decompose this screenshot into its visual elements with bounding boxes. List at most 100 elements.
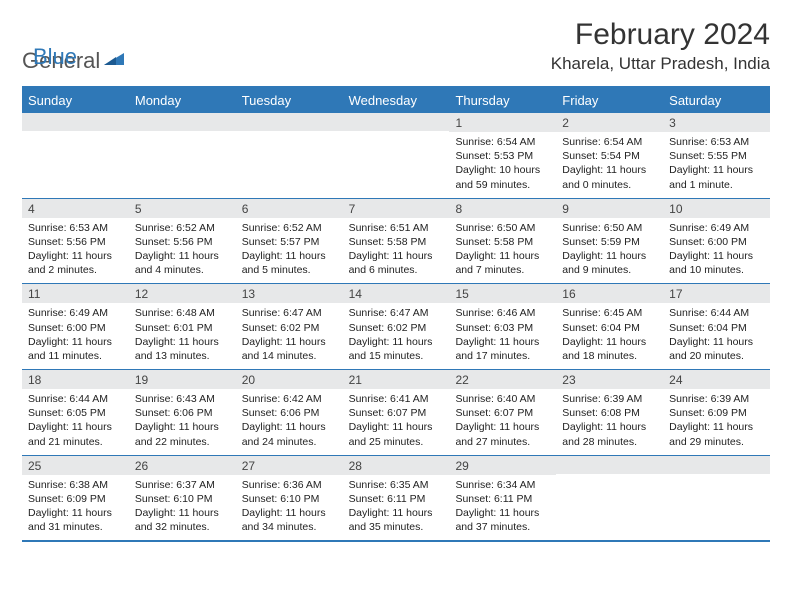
day-body: Sunrise: 6:45 AMSunset: 6:04 PMDaylight:…: [556, 303, 663, 369]
day-body: Sunrise: 6:54 AMSunset: 5:53 PMDaylight:…: [449, 132, 556, 198]
day-line: Sunset: 5:56 PM: [135, 235, 230, 249]
day-line: and 28 minutes.: [562, 435, 657, 449]
day-number: 17: [663, 284, 770, 303]
day-number: 1: [449, 113, 556, 132]
header: General February 2024 Kharela, Uttar Pra…: [22, 18, 770, 74]
day-line: Sunrise: 6:54 AM: [455, 135, 550, 149]
day-body: [556, 474, 663, 483]
logo-text-blue: Blue: [33, 44, 77, 69]
day-line: and 34 minutes.: [242, 520, 337, 534]
weekday-thursday: Thursday: [449, 88, 556, 113]
calendar-day: 15Sunrise: 6:46 AMSunset: 6:03 PMDayligh…: [449, 284, 556, 369]
day-body: [22, 131, 129, 140]
calendar-day: 7Sunrise: 6:51 AMSunset: 5:58 PMDaylight…: [343, 199, 450, 284]
day-line: Sunset: 6:06 PM: [135, 406, 230, 420]
day-body: Sunrise: 6:36 AMSunset: 6:10 PMDaylight:…: [236, 475, 343, 541]
calendar-day: 9Sunrise: 6:50 AMSunset: 5:59 PMDaylight…: [556, 199, 663, 284]
day-line: Sunrise: 6:47 AM: [242, 306, 337, 320]
day-line: Daylight: 11 hours: [242, 249, 337, 263]
day-line: Daylight: 11 hours: [349, 335, 444, 349]
calendar-day: 29Sunrise: 6:34 AMSunset: 6:11 PMDayligh…: [449, 456, 556, 541]
flag-icon: [104, 51, 124, 72]
day-line: Daylight: 11 hours: [669, 420, 764, 434]
calendar-day: 13Sunrise: 6:47 AMSunset: 6:02 PMDayligh…: [236, 284, 343, 369]
calendar-day: 17Sunrise: 6:44 AMSunset: 6:04 PMDayligh…: [663, 284, 770, 369]
day-line: Sunset: 6:10 PM: [242, 492, 337, 506]
day-line: Sunrise: 6:53 AM: [28, 221, 123, 235]
day-line: Sunrise: 6:50 AM: [562, 221, 657, 235]
day-number: 7: [343, 199, 450, 218]
calendar-day: 19Sunrise: 6:43 AMSunset: 6:06 PMDayligh…: [129, 370, 236, 455]
day-number: [22, 113, 129, 131]
calendar-week: 11Sunrise: 6:49 AMSunset: 6:00 PMDayligh…: [22, 283, 770, 369]
weekday-monday: Monday: [129, 88, 236, 113]
day-line: Sunrise: 6:44 AM: [28, 392, 123, 406]
day-number: 22: [449, 370, 556, 389]
day-body: [129, 131, 236, 140]
day-line: and 32 minutes.: [135, 520, 230, 534]
day-body: Sunrise: 6:53 AMSunset: 5:56 PMDaylight:…: [22, 218, 129, 284]
day-line: Sunset: 6:11 PM: [455, 492, 550, 506]
day-line: Sunrise: 6:49 AM: [28, 306, 123, 320]
day-number: [663, 456, 770, 474]
calendar-day: 3Sunrise: 6:53 AMSunset: 5:55 PMDaylight…: [663, 113, 770, 198]
day-line: and 31 minutes.: [28, 520, 123, 534]
calendar-day: 2Sunrise: 6:54 AMSunset: 5:54 PMDaylight…: [556, 113, 663, 198]
day-line: Sunset: 5:59 PM: [562, 235, 657, 249]
day-line: Sunrise: 6:39 AM: [669, 392, 764, 406]
day-line: Sunset: 6:06 PM: [242, 406, 337, 420]
calendar-week: 18Sunrise: 6:44 AMSunset: 6:05 PMDayligh…: [22, 369, 770, 455]
day-line: Sunrise: 6:37 AM: [135, 478, 230, 492]
day-line: Sunset: 6:04 PM: [562, 321, 657, 335]
day-line: Sunrise: 6:45 AM: [562, 306, 657, 320]
day-line: Sunrise: 6:50 AM: [455, 221, 550, 235]
day-body: Sunrise: 6:49 AMSunset: 6:00 PMDaylight:…: [22, 303, 129, 369]
day-line: Sunset: 6:11 PM: [349, 492, 444, 506]
calendar-day: 14Sunrise: 6:47 AMSunset: 6:02 PMDayligh…: [343, 284, 450, 369]
day-line: Sunset: 6:05 PM: [28, 406, 123, 420]
day-number: 14: [343, 284, 450, 303]
calendar-day: [236, 113, 343, 198]
day-body: Sunrise: 6:52 AMSunset: 5:56 PMDaylight:…: [129, 218, 236, 284]
day-line: Daylight: 10 hours: [455, 163, 550, 177]
day-line: Sunrise: 6:53 AM: [669, 135, 764, 149]
calendar-day: 1Sunrise: 6:54 AMSunset: 5:53 PMDaylight…: [449, 113, 556, 198]
calendar-day: 11Sunrise: 6:49 AMSunset: 6:00 PMDayligh…: [22, 284, 129, 369]
day-line: Sunset: 6:07 PM: [455, 406, 550, 420]
day-line: Daylight: 11 hours: [562, 163, 657, 177]
day-line: Sunset: 6:02 PM: [242, 321, 337, 335]
day-body: Sunrise: 6:38 AMSunset: 6:09 PMDaylight:…: [22, 475, 129, 541]
day-line: Daylight: 11 hours: [349, 420, 444, 434]
day-number: 11: [22, 284, 129, 303]
day-body: Sunrise: 6:48 AMSunset: 6:01 PMDaylight:…: [129, 303, 236, 369]
day-line: and 37 minutes.: [455, 520, 550, 534]
day-line: Daylight: 11 hours: [28, 506, 123, 520]
calendar-day: 12Sunrise: 6:48 AMSunset: 6:01 PMDayligh…: [129, 284, 236, 369]
calendar-day: 18Sunrise: 6:44 AMSunset: 6:05 PMDayligh…: [22, 370, 129, 455]
day-body: [663, 474, 770, 483]
day-number: 29: [449, 456, 556, 475]
day-line: Daylight: 11 hours: [562, 420, 657, 434]
day-number: 10: [663, 199, 770, 218]
day-line: Sunset: 5:57 PM: [242, 235, 337, 249]
day-line: Sunset: 5:56 PM: [28, 235, 123, 249]
day-body: Sunrise: 6:39 AMSunset: 6:08 PMDaylight:…: [556, 389, 663, 455]
day-line: Daylight: 11 hours: [455, 335, 550, 349]
day-body: Sunrise: 6:47 AMSunset: 6:02 PMDaylight:…: [343, 303, 450, 369]
calendar-day: 21Sunrise: 6:41 AMSunset: 6:07 PMDayligh…: [343, 370, 450, 455]
day-line: Sunrise: 6:48 AM: [135, 306, 230, 320]
day-line: Sunset: 5:54 PM: [562, 149, 657, 163]
month-title: February 2024: [551, 18, 770, 52]
day-line: and 21 minutes.: [28, 435, 123, 449]
calendar-day: [343, 113, 450, 198]
day-line: and 22 minutes.: [135, 435, 230, 449]
weeks-container: 1Sunrise: 6:54 AMSunset: 5:53 PMDaylight…: [22, 113, 770, 540]
day-line: Daylight: 11 hours: [455, 249, 550, 263]
calendar: Sunday Monday Tuesday Wednesday Thursday…: [22, 86, 770, 542]
day-number: 16: [556, 284, 663, 303]
day-line: Daylight: 11 hours: [455, 506, 550, 520]
day-line: and 2 minutes.: [28, 263, 123, 277]
day-line: Daylight: 11 hours: [455, 420, 550, 434]
day-line: Sunset: 6:00 PM: [669, 235, 764, 249]
day-line: and 13 minutes.: [135, 349, 230, 363]
